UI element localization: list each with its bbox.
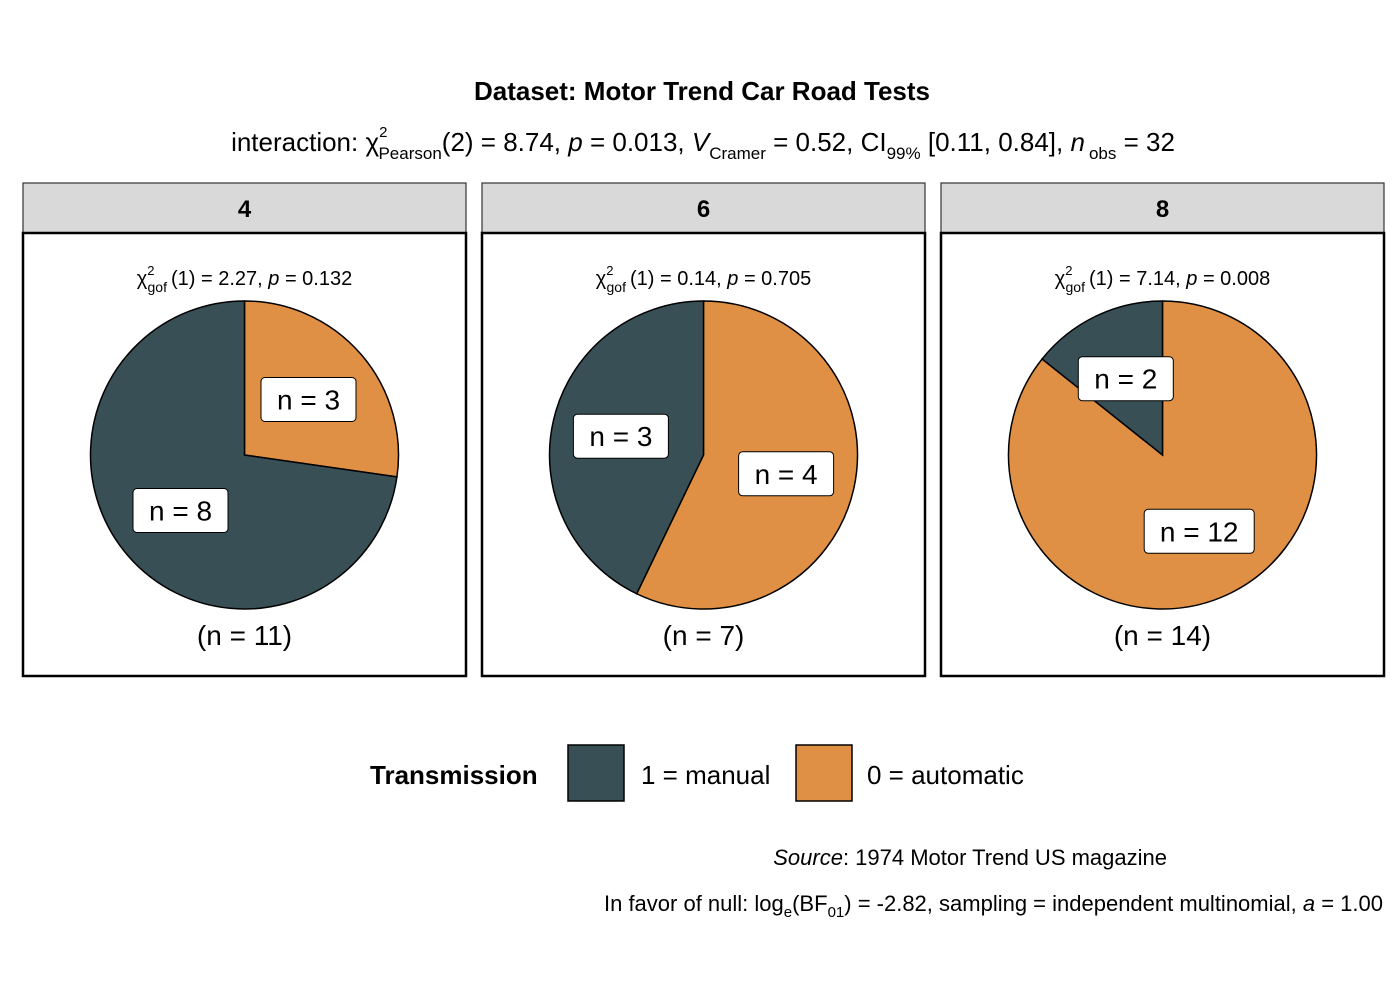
facet-panel-6: 6 χ2 gof (1) = 0.14, p = 0.705 n = 4 n = 3 (n … <box>480 182 927 678</box>
facet-total-n: (n = 14) <box>1114 620 1211 651</box>
facet-test-part-3: (1) <box>630 268 654 290</box>
facet-test-part-2: gof <box>607 279 627 295</box>
slice-label-text: n = 3 <box>277 385 340 416</box>
facet-test-part-6: = 0.705 <box>738 268 811 290</box>
caption-bf-a-var: a <box>1303 891 1315 916</box>
legend-title: Transmission <box>370 760 538 790</box>
slice-label-box <box>1077 356 1174 402</box>
slice-label-box <box>260 377 357 422</box>
facet-panel-border <box>480 231 927 678</box>
facet-test-part-3: (1) <box>1089 268 1113 290</box>
facet-panel-border <box>939 231 1386 678</box>
subtitle-stat: (2) = 8.74, <box>442 127 568 157</box>
facet-test-part-0: χ <box>137 268 148 290</box>
subtitle-chi-sub: Pearson <box>378 144 441 163</box>
chart-title: Dataset: Motor Trend Car Road Tests <box>474 76 930 106</box>
slice-label-manual: n = 8 <box>132 488 229 533</box>
facet-test-part-4: = 2.27, <box>195 268 268 290</box>
subtitle-chi-sup: 2 <box>379 124 387 141</box>
chi-symbol: χ <box>365 127 379 157</box>
legend-swatch-manual <box>567 744 625 802</box>
facet-strip <box>22 182 467 234</box>
facet-test-part-5: p <box>726 268 738 290</box>
slice-label-box <box>1143 508 1255 554</box>
facet-test-part-6: = 0.132 <box>279 268 352 290</box>
slice-label-text: n = 3 <box>589 421 652 452</box>
facet-strip-label: 6 <box>697 196 710 223</box>
facet-panel-8: 8 χ2 gof (1) = 7.14, p = 0.008 n = 12 n = 2 (n… <box>939 182 1386 678</box>
slice-label-text: n = 4 <box>755 459 818 490</box>
legend: Transmission 1 = manual 0 = automatic <box>370 744 1024 802</box>
facet-test-stat: χ2 gof (1) = 0.14, p = 0.705 <box>596 263 811 295</box>
subtitle-v-sub: Cramer <box>709 144 766 163</box>
slice-label-manual: n = 3 <box>572 413 669 459</box>
caption-bf-prefix: In favor of null: log <box>604 891 784 916</box>
slice-label-manual: n = 2 <box>1077 356 1174 402</box>
caption-bf-rest: ) = -2.82, sampling = independent multin… <box>844 891 1303 916</box>
caption-source-italic: Source <box>773 845 843 870</box>
facet-test-part-1: 2 <box>147 263 154 278</box>
facet-strip-label: 4 <box>238 196 252 223</box>
slice-label-automatic: n = 3 <box>260 377 357 422</box>
subtitle-p: = 0.013, <box>583 127 692 157</box>
facet-panel-4: 4 χ2 gof (1) = 2.27, p = 0.132 n = 3 n = 8 (n … <box>21 182 468 678</box>
caption-bf-mid: (BF <box>792 891 827 916</box>
caption-bf-log-sub: e <box>784 904 792 921</box>
legend-label-automatic: 0 = automatic <box>867 760 1024 790</box>
facet-test-stat: χ2 gof (1) = 7.14, p = 0.008 <box>1055 263 1270 295</box>
subtitle-ci: [0.11, 0.84], <box>921 127 1071 157</box>
caption-bf-a-rest: = 1.00 <box>1315 891 1383 916</box>
subtitle-ci-sub: 99% <box>887 144 921 163</box>
slice-label-box <box>738 451 835 497</box>
facet-strip <box>481 182 926 234</box>
facet-test-part-6: = 0.008 <box>1197 268 1270 290</box>
facet-total-n: (n = 11) <box>197 620 292 651</box>
subtitle-n: = 32 <box>1116 127 1175 157</box>
facet-total-n: (n = 7) <box>663 620 745 651</box>
facet-strip-label: 8 <box>1156 196 1169 223</box>
facet-test-part-5: p <box>267 268 279 290</box>
facet-test-part-0: χ <box>596 268 607 290</box>
facet-test-part-4: = 0.14, <box>654 268 727 290</box>
subtitle-v: = 0.52, CI <box>766 127 887 157</box>
slice-label-automatic: n = 4 <box>738 451 835 497</box>
slice-label-box <box>572 413 669 459</box>
facet-test-part-2: gof <box>1066 279 1086 295</box>
facet-test-part-0: χ <box>1055 268 1066 290</box>
legend-swatch-automatic <box>795 744 853 802</box>
facet-test-part-4: = 7.14, <box>1113 268 1186 290</box>
subtitle-prefix: interaction: <box>231 127 365 157</box>
caption-source: Source: 1974 Motor Trend US magazine <box>773 845 1167 870</box>
facet-test-part-2: gof <box>148 279 168 295</box>
chart-subtitle: interaction: χ2 Pearson(2) = 8.74, p = 0.… <box>231 124 1175 163</box>
caption-bf-sub: 01 <box>828 904 845 921</box>
facet-test-part-1: 2 <box>606 263 613 278</box>
facet-test-part-3: (1) <box>171 268 195 290</box>
subtitle-n-sub: obs <box>1089 144 1116 163</box>
subtitle-n-var: n <box>1070 127 1084 157</box>
facet-panel-border <box>21 231 468 678</box>
slice-label-text: n = 8 <box>149 496 212 527</box>
slice-label-text: n = 12 <box>1160 516 1239 547</box>
legend-label-manual: 1 = manual <box>641 760 770 790</box>
subtitle-v-var: V <box>692 127 712 157</box>
slice-label-text: n = 2 <box>1094 364 1157 395</box>
caption-bayes: In favor of null: loge(BF01) = -2.82, sa… <box>604 891 1383 921</box>
subtitle-p-var: p <box>567 127 582 157</box>
facet-test-part-5: p <box>1185 268 1197 290</box>
caption-source-rest: : 1974 Motor Trend US magazine <box>843 845 1167 870</box>
facet-test-stat: χ2 gof (1) = 2.27, p = 0.132 <box>137 263 352 295</box>
slice-label-box <box>132 488 229 533</box>
facet-test-part-1: 2 <box>1065 263 1072 278</box>
slice-label-automatic: n = 12 <box>1143 508 1255 554</box>
